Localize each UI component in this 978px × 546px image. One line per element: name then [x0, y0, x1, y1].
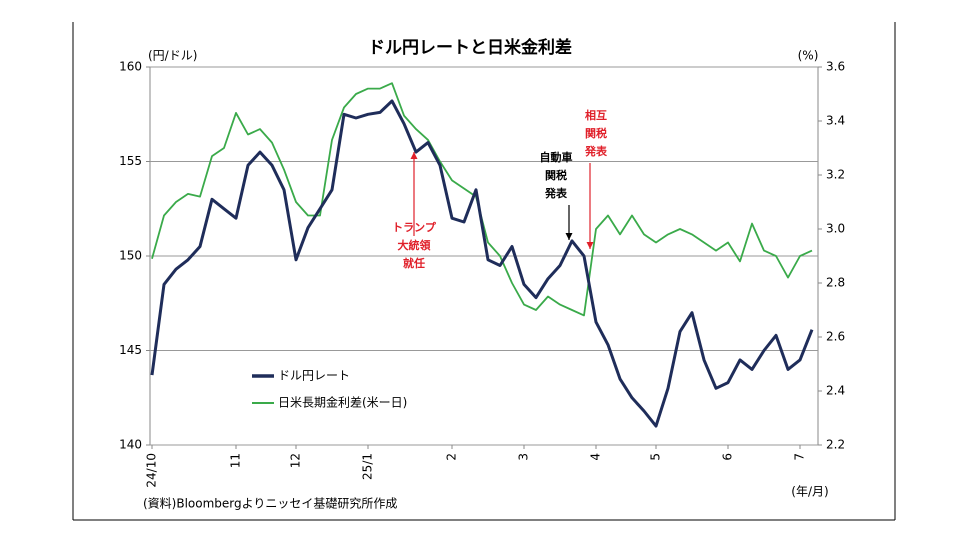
- x-tick-label: 11: [229, 453, 243, 468]
- x-tick-label: 12: [289, 453, 303, 468]
- x-tick-label: 24/10: [145, 453, 159, 488]
- legend-label: 日米長期金利差(米ー日): [278, 395, 407, 410]
- x-axis-label: (年/月): [791, 485, 828, 499]
- annotation-arrowhead: [565, 233, 573, 240]
- y2-axis-label: (%): [798, 49, 819, 63]
- x-tick-label: 25/1: [361, 453, 375, 480]
- y2-tick-label: 2.2: [826, 438, 845, 452]
- chart-title: ドル円レートと日米金利差: [368, 37, 572, 58]
- series-line: [150, 99, 814, 428]
- annotation-text: 相互: [585, 108, 607, 122]
- y2-tick-label: 3.0: [826, 222, 845, 236]
- y2-tick-label: 2.6: [826, 330, 845, 344]
- x-tick-label: 3: [517, 453, 531, 461]
- annotation-text: 大統領: [398, 238, 432, 252]
- y2-tick-label: 2.8: [826, 276, 845, 290]
- y2-tick-label: 3.2: [826, 168, 845, 182]
- y-tick-label: 145: [119, 343, 142, 357]
- annotation-text: 発表: [584, 144, 608, 158]
- annotation-text: 自動車: [540, 150, 573, 164]
- x-tick-label: 2: [445, 453, 459, 461]
- annotation-arrowhead: [410, 152, 418, 159]
- y-tick-label: 155: [119, 154, 142, 168]
- y2-tick-label: 3.6: [826, 60, 845, 74]
- legend-label: ドル円レート: [278, 369, 350, 383]
- y2-tick-label: 2.4: [826, 384, 845, 398]
- y-axis-label: (円/ドル): [148, 49, 197, 63]
- annotation-text: 発表: [544, 186, 568, 200]
- y-tick-label: 160: [119, 60, 142, 74]
- annotation-text: 関税: [545, 168, 567, 182]
- y2-tick-label: 3.4: [826, 114, 845, 128]
- series-line: [151, 82, 813, 317]
- x-tick-label: 4: [589, 453, 603, 461]
- annotation-text: 就任: [403, 256, 425, 270]
- source: (資料)Bloombergよりニッセイ基礎研究所作成: [143, 496, 397, 511]
- annotation-text: 関税: [585, 126, 607, 140]
- x-tick-label: 6: [721, 453, 735, 461]
- x-tick-label: 7: [793, 453, 807, 461]
- x-tick-label: 5: [649, 453, 663, 461]
- annotation-arrowhead: [586, 242, 594, 249]
- y-tick-label: 140: [119, 438, 142, 452]
- y-tick-label: 150: [119, 249, 142, 263]
